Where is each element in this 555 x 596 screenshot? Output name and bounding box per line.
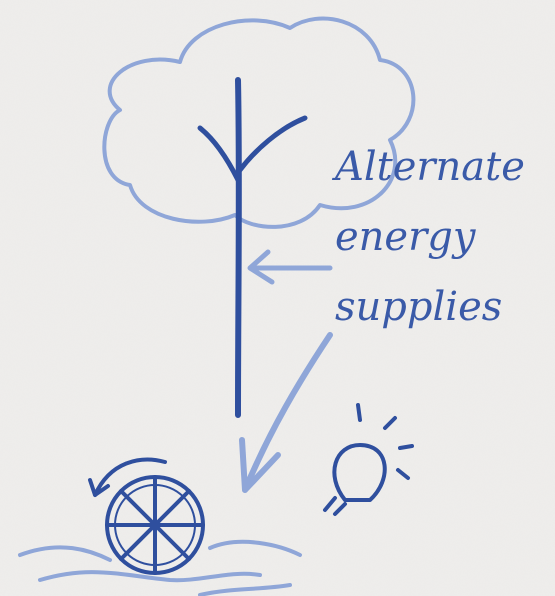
tree-trunk xyxy=(235,77,242,418)
arrow-down xyxy=(239,332,333,493)
light-bulb xyxy=(323,403,414,516)
water-wheel xyxy=(88,457,205,575)
tree-branch-left xyxy=(197,125,241,183)
tree-branch-right xyxy=(237,115,308,173)
arrow-to-trunk xyxy=(247,249,333,285)
annotation-line: supplies xyxy=(335,284,502,330)
annotation-line: Alternate xyxy=(331,144,525,190)
annotation-line: energy xyxy=(335,214,477,260)
water-waves xyxy=(18,539,302,596)
tree-crown xyxy=(102,16,416,229)
